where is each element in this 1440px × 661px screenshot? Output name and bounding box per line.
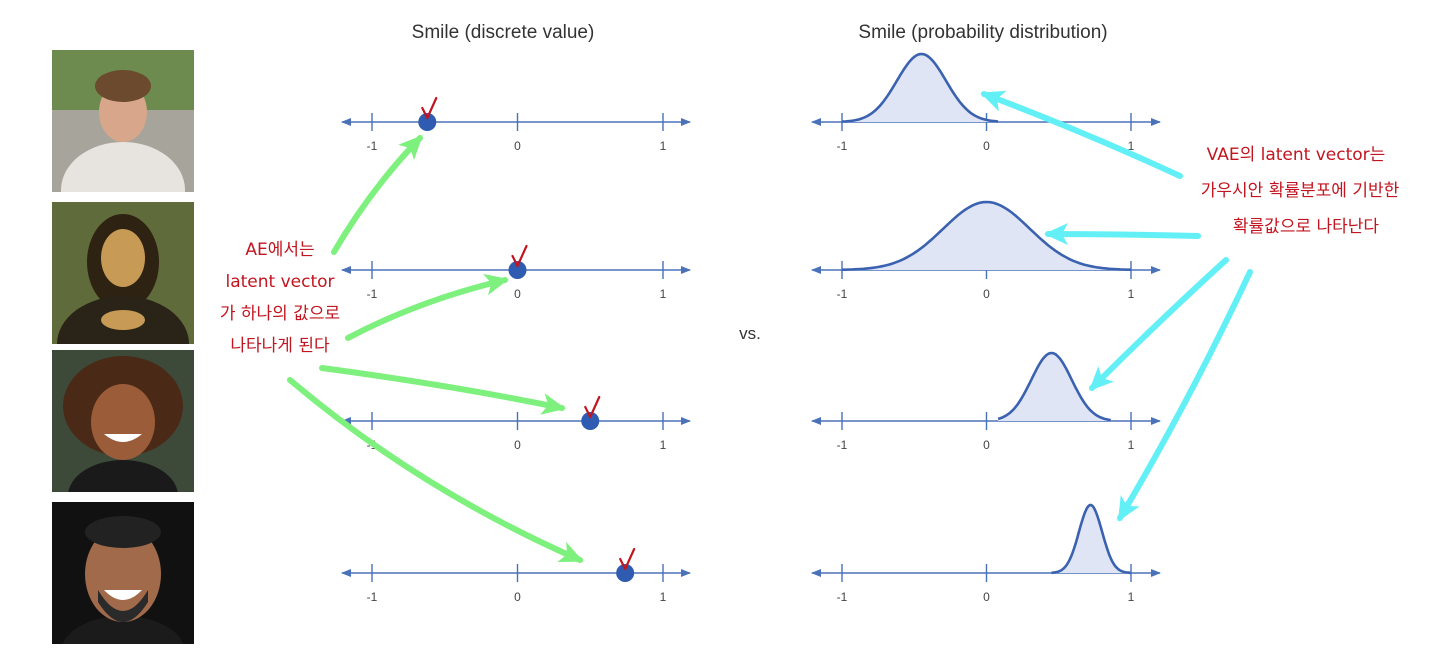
left-tick-label-3-3: 1 — [660, 438, 667, 452]
photo-girl — [52, 350, 194, 492]
distribution-curve-4 — [1051, 503, 1132, 575]
right-tick-label-2-2: 0 — [983, 287, 990, 301]
discrete-point-1 — [418, 113, 437, 131]
left-tick-label-1-2: 0 — [514, 139, 521, 153]
right-title: Smile (probability distribution) — [858, 22, 1107, 43]
right-tick-label-2-1: -1 — [837, 287, 848, 301]
distribution-curve-3 — [997, 351, 1111, 422]
distribution-curve-2 — [842, 200, 1131, 271]
right-distribution-plots: -1 0 1 -1 0 1 -1 0 1 -1 0 1 — [811, 52, 1161, 604]
left-number-lines: -1 0 1-1 0 1-1 0 1-1 0 1 — [341, 96, 691, 604]
right-tick-label-2-3: 1 — [1128, 287, 1135, 301]
right-tick-label-1-3: 1 — [1128, 139, 1135, 153]
left-tick-label-4-3: 1 — [660, 590, 667, 604]
check-mark-icon — [619, 547, 636, 571]
left-tick-label-2-2: 0 — [514, 287, 521, 301]
right-tick-label-4-3: 1 — [1128, 590, 1135, 604]
check-mark-icon — [421, 96, 438, 120]
ae-annotation-line-1: AE에서는 — [245, 240, 314, 260]
vae-arrow-1 — [980, 90, 1183, 179]
right-tick-label-3-2: 0 — [983, 438, 990, 452]
vae-annotation-line-1: VAE의 latent vector는 — [1207, 145, 1386, 165]
left-tick-label-2-3: 1 — [660, 287, 667, 301]
vae-arrow-2 — [1044, 223, 1201, 246]
left-tick-label-4-2: 0 — [514, 590, 521, 604]
ae-annotation-line-3: 가 하나의 값으로 — [220, 304, 340, 324]
left-tick-label-2-1: -1 — [367, 287, 378, 301]
distribution-curve-1 — [841, 52, 999, 123]
photo-boy — [52, 50, 194, 192]
left-tick-label-4-1: -1 — [367, 590, 378, 604]
ae-arrow-2 — [345, 273, 509, 341]
ae-arrow-4 — [287, 377, 584, 563]
discrete-point-2 — [508, 261, 527, 279]
right-tick-label-4-2: 0 — [983, 590, 990, 604]
vs-label: vs. — [739, 324, 761, 343]
right-tick-label-3-1: -1 — [837, 438, 848, 452]
left-title: Smile (discrete value) — [412, 22, 595, 43]
vae-arrows — [980, 90, 1253, 522]
ae-annotation-line-2: latent vector — [225, 272, 334, 292]
vae-annotation-line-2: 가우시안 확률분포에 기반한 — [1201, 181, 1400, 201]
photo-girl-image — [52, 350, 194, 492]
vae-arrow-4 — [1117, 269, 1253, 522]
discrete-point-3 — [581, 412, 600, 430]
ae-annotation: AE에서는 latent vector 가 하나의 값으로 나타나게 된다 — [220, 240, 340, 356]
check-mark-icon — [584, 395, 601, 419]
ae-arrow-1 — [331, 135, 423, 255]
distribution-area-3 — [998, 353, 1111, 421]
photo-boy-image — [52, 50, 194, 192]
distribution-area-1 — [842, 54, 999, 122]
right-tick-label-1-1: -1 — [837, 139, 848, 153]
ae-arrows — [287, 135, 584, 563]
right-tick-label-4-1: -1 — [837, 590, 848, 604]
right-tick-label-1-2: 0 — [983, 139, 990, 153]
photo-mona-lisa-image — [52, 202, 194, 344]
left-tick-label-1-3: 1 — [660, 139, 667, 153]
right-tick-label-3-3: 1 — [1128, 438, 1135, 452]
discrete-point-4 — [616, 564, 635, 582]
photo-man-image — [52, 502, 194, 644]
left-tick-label-3-2: 0 — [514, 438, 521, 452]
ae-arrow-3 — [319, 365, 566, 415]
photo-man — [52, 502, 194, 644]
vae-annotation-line-3: 확률값으로 나타난다 — [1233, 217, 1380, 237]
photo-mona-lisa — [52, 202, 194, 344]
ae-annotation-line-4: 나타나게 된다 — [230, 336, 330, 356]
vae-annotation: VAE의 latent vector는 가우시안 확률분포에 기반한 확률값으로… — [1201, 145, 1400, 237]
vae-arrow-3 — [1089, 257, 1229, 391]
check-mark-icon — [511, 244, 528, 268]
left-tick-label-1-1: -1 — [367, 139, 378, 153]
